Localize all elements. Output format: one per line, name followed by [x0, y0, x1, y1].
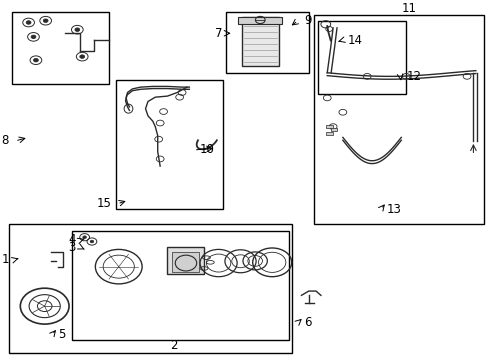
Circle shape	[26, 21, 31, 24]
Circle shape	[31, 35, 36, 39]
Text: 3: 3	[68, 242, 76, 255]
Bar	[313, 15, 483, 224]
Text: 4: 4	[68, 233, 76, 246]
Bar	[172, 252, 199, 272]
Bar	[238, 17, 282, 23]
Text: 8: 8	[2, 135, 9, 148]
Bar	[116, 80, 223, 209]
Text: 15: 15	[96, 197, 111, 210]
Text: 12: 12	[406, 70, 420, 83]
Circle shape	[90, 240, 94, 243]
Circle shape	[82, 236, 86, 239]
Bar	[72, 231, 289, 340]
Text: 10: 10	[199, 143, 214, 157]
Text: 9: 9	[303, 14, 311, 27]
Text: 7: 7	[215, 27, 222, 40]
Bar	[167, 247, 203, 274]
Text: 5: 5	[58, 328, 65, 341]
Text: 2: 2	[169, 339, 177, 352]
Circle shape	[75, 28, 80, 31]
Bar	[12, 12, 109, 84]
Bar	[242, 17, 278, 66]
Text: 1: 1	[1, 253, 9, 266]
Bar	[325, 125, 332, 128]
Text: 13: 13	[386, 203, 401, 216]
Bar	[9, 224, 291, 353]
Bar	[225, 12, 308, 73]
Bar	[318, 21, 406, 94]
Text: 14: 14	[347, 34, 362, 47]
Text: 11: 11	[401, 2, 415, 15]
Circle shape	[43, 19, 48, 22]
Bar	[330, 129, 337, 131]
Circle shape	[33, 58, 38, 62]
Text: 6: 6	[303, 316, 311, 329]
Circle shape	[80, 55, 84, 58]
Bar	[325, 132, 332, 135]
